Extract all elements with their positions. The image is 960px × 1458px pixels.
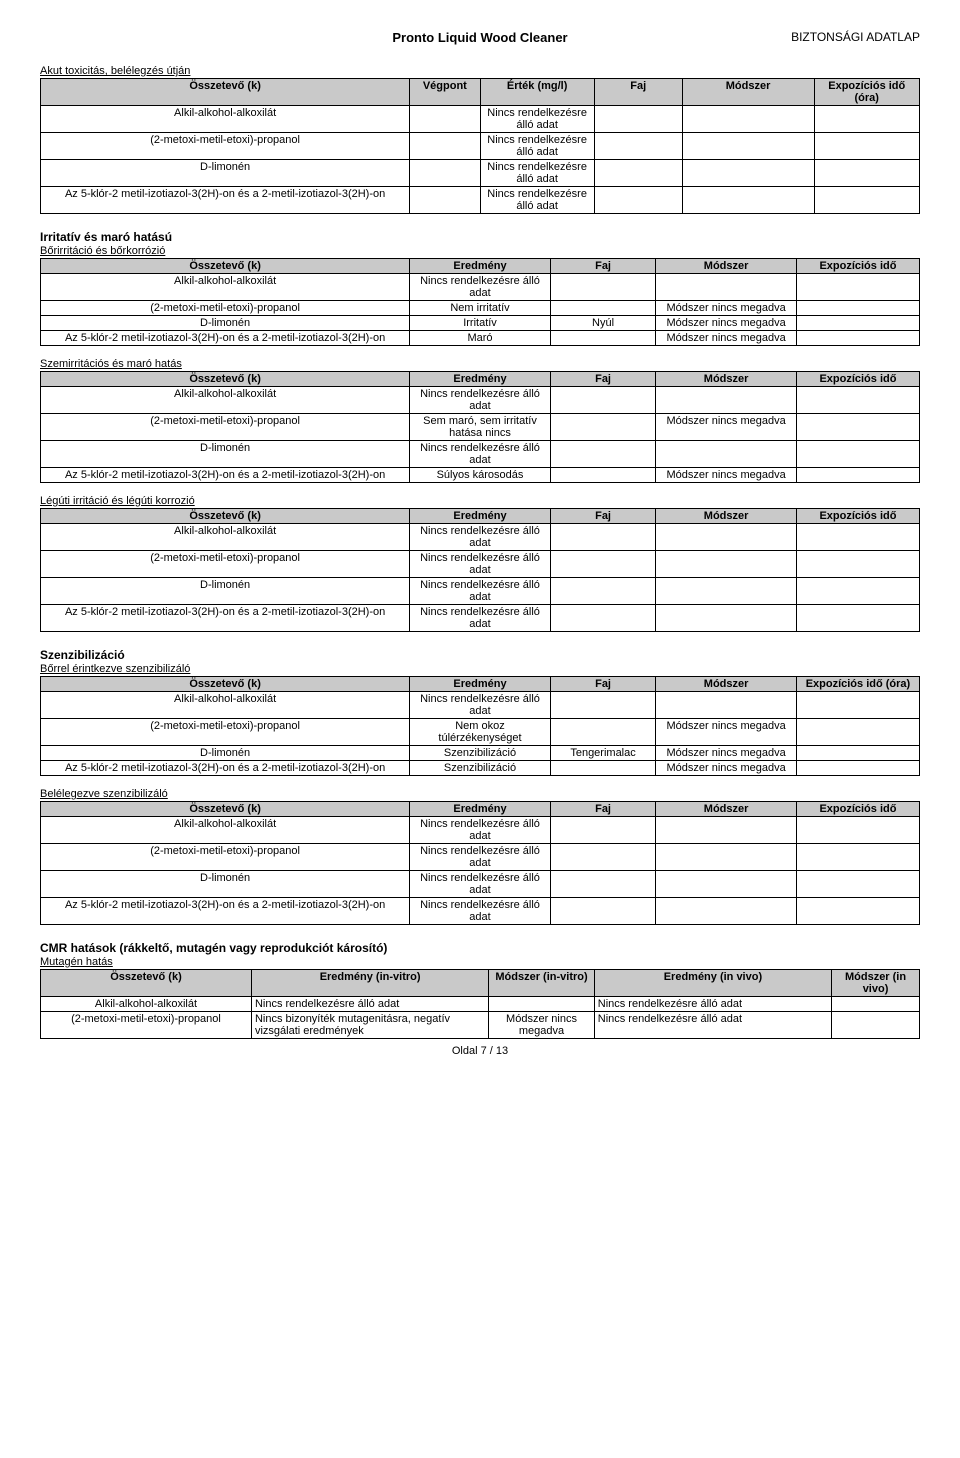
th: Összetevő (k): [41, 802, 410, 817]
th: Módszer (in vivo): [832, 970, 920, 997]
th: Expozíciós idő: [796, 372, 919, 387]
table-inhale-sens: Összetevő (k) Eredmény Faj Módszer Expoz…: [40, 801, 920, 925]
th: Módszer: [656, 802, 797, 817]
th: Faj: [550, 372, 655, 387]
table-row: Az 5-klór-2 metil-izotiazol-3(2H)-on és …: [41, 187, 920, 214]
table-row: D-limonénNincs rendelkezésre álló adat: [41, 441, 920, 468]
th: Módszer (in-vitro): [489, 970, 594, 997]
table-row: Alkil-alkohol-alkoxilátNincs rendelkezés…: [41, 106, 920, 133]
table-row: Alkil-alkohol-alkoxilátNincs rendelkezés…: [41, 387, 920, 414]
th: Expozíciós idő: [796, 802, 919, 817]
th: Faj: [594, 79, 682, 106]
table-row: (2-metoxi-metil-etoxi)-propanolNem irrit…: [41, 301, 920, 316]
subtitle-eye-irr: Szemirritációs és maró hatás: [40, 358, 920, 370]
table-row: (2-metoxi-metil-etoxi)-propanolNincs ren…: [41, 551, 920, 578]
subtitle-skin-sens: Bőrrel érintkezve szenzibilizáló: [40, 663, 920, 675]
sens-title: Szenzibilizáció: [40, 648, 920, 662]
table-row: Alkil-alkohol-alkoxilátNincs rendelkezés…: [41, 692, 920, 719]
table-mutagen: Összetevő (k) Eredmény (in-vitro) Módsze…: [40, 969, 920, 1039]
th: Összetevő (k): [41, 509, 410, 524]
table-row: Alkil-alkohol-alkoxilátNincs rendelkezés…: [41, 997, 920, 1012]
th: Összetevő (k): [41, 677, 410, 692]
th: Módszer: [682, 79, 814, 106]
table-row: Az 5-klór-2 metil-izotiazol-3(2H)-on és …: [41, 468, 920, 483]
th: Faj: [550, 677, 655, 692]
table-row: D-limonénNincs rendelkezésre álló adat: [41, 871, 920, 898]
th: Összetevő (k): [41, 372, 410, 387]
table-row: (2-metoxi-metil-etoxi)-propanolNincs ren…: [41, 133, 920, 160]
th: Expozíciós idő: [796, 259, 919, 274]
th: Összetevő (k): [41, 970, 252, 997]
th: Érték (mg/l): [480, 79, 594, 106]
th: Módszer: [656, 372, 797, 387]
table-row: (2-metoxi-metil-etoxi)-propanolSem maró,…: [41, 414, 920, 441]
table-skin-sens: Összetevő (k) Eredmény Faj Módszer Expoz…: [40, 676, 920, 776]
th: Módszer: [656, 259, 797, 274]
table-row: D-limonénSzenzibilizációTengerimalacMóds…: [41, 746, 920, 761]
table-row: Az 5-klór-2 metil-izotiazol-3(2H)-on és …: [41, 605, 920, 632]
table-row: (2-metoxi-metil-etoxi)-propanolNincs ren…: [41, 844, 920, 871]
th: Eredmény: [410, 372, 551, 387]
th: Faj: [550, 509, 655, 524]
subtitle-skin-irr: Bőrirritáció és bőrkorrózió: [40, 245, 920, 257]
table-row: Az 5-klór-2 metil-izotiazol-3(2H)-on és …: [41, 331, 920, 346]
th: Módszer: [656, 677, 797, 692]
th: Eredmény (in vivo): [594, 970, 831, 997]
table-row: Az 5-klór-2 metil-izotiazol-3(2H)-on és …: [41, 761, 920, 776]
table-acute: Összetevő (k) Végpont Érték (mg/l) Faj M…: [40, 78, 920, 214]
th: Eredmény: [410, 677, 551, 692]
th: Módszer: [656, 509, 797, 524]
th: Faj: [550, 259, 655, 274]
subtitle-inhale-sens: Belélegezve szenzibilizáló: [40, 788, 920, 800]
th: Expozíciós idő (óra): [796, 677, 919, 692]
table-row: D-limonénNincs rendelkezésre álló adat: [41, 160, 920, 187]
table-resp-irr: Összetevő (k) Eredmény Faj Módszer Expoz…: [40, 508, 920, 632]
group-irritative-title: Irritatív és maró hatású: [40, 230, 920, 244]
page-footer: Oldal 7 / 13: [40, 1045, 920, 1057]
th: Expozíciós idő: [796, 509, 919, 524]
table-skin-irr: Összetevő (k) Eredmény Faj Módszer Expoz…: [40, 258, 920, 346]
section-acute-title: Akut toxicitás, belélegzés útján: [40, 65, 920, 77]
th: Eredmény: [410, 259, 551, 274]
th: Expozíciós idő (óra): [814, 79, 920, 106]
table-row: Alkil-alkohol-alkoxilátNincs rendelkezés…: [41, 524, 920, 551]
th: Eredmény (in-vitro): [251, 970, 488, 997]
th: Összetevő (k): [41, 259, 410, 274]
table-row: Az 5-klór-2 metil-izotiazol-3(2H)-on és …: [41, 898, 920, 925]
th: Végpont: [410, 79, 480, 106]
doc-title: Pronto Liquid Wood Cleaner: [40, 30, 920, 45]
table-row: D-limonénNincs rendelkezésre álló adat: [41, 578, 920, 605]
cmr-title: CMR hatások (rákkeltő, mutagén vagy repr…: [40, 941, 920, 955]
table-row: Alkil-alkohol-alkoxilátNincs rendelkezés…: [41, 817, 920, 844]
th: Összetevő (k): [41, 79, 410, 106]
table-row: D-limonénIrritatívNyúlMódszer nincs mega…: [41, 316, 920, 331]
th: Eredmény: [410, 802, 551, 817]
table-row: (2-metoxi-metil-etoxi)-propanolNincs biz…: [41, 1012, 920, 1039]
table-row: Alkil-alkohol-alkoxilátNincs rendelkezés…: [41, 274, 920, 301]
subtitle-resp-irr: Légúti irritáció és légúti korrozió: [40, 495, 920, 507]
th: Faj: [550, 802, 655, 817]
th: Eredmény: [410, 509, 551, 524]
table-eye-irr: Összetevő (k) Eredmény Faj Módszer Expoz…: [40, 371, 920, 483]
subtitle-mutagen: Mutagén hatás: [40, 956, 920, 968]
table-row: (2-metoxi-metil-etoxi)-propanolNem okoz …: [41, 719, 920, 746]
